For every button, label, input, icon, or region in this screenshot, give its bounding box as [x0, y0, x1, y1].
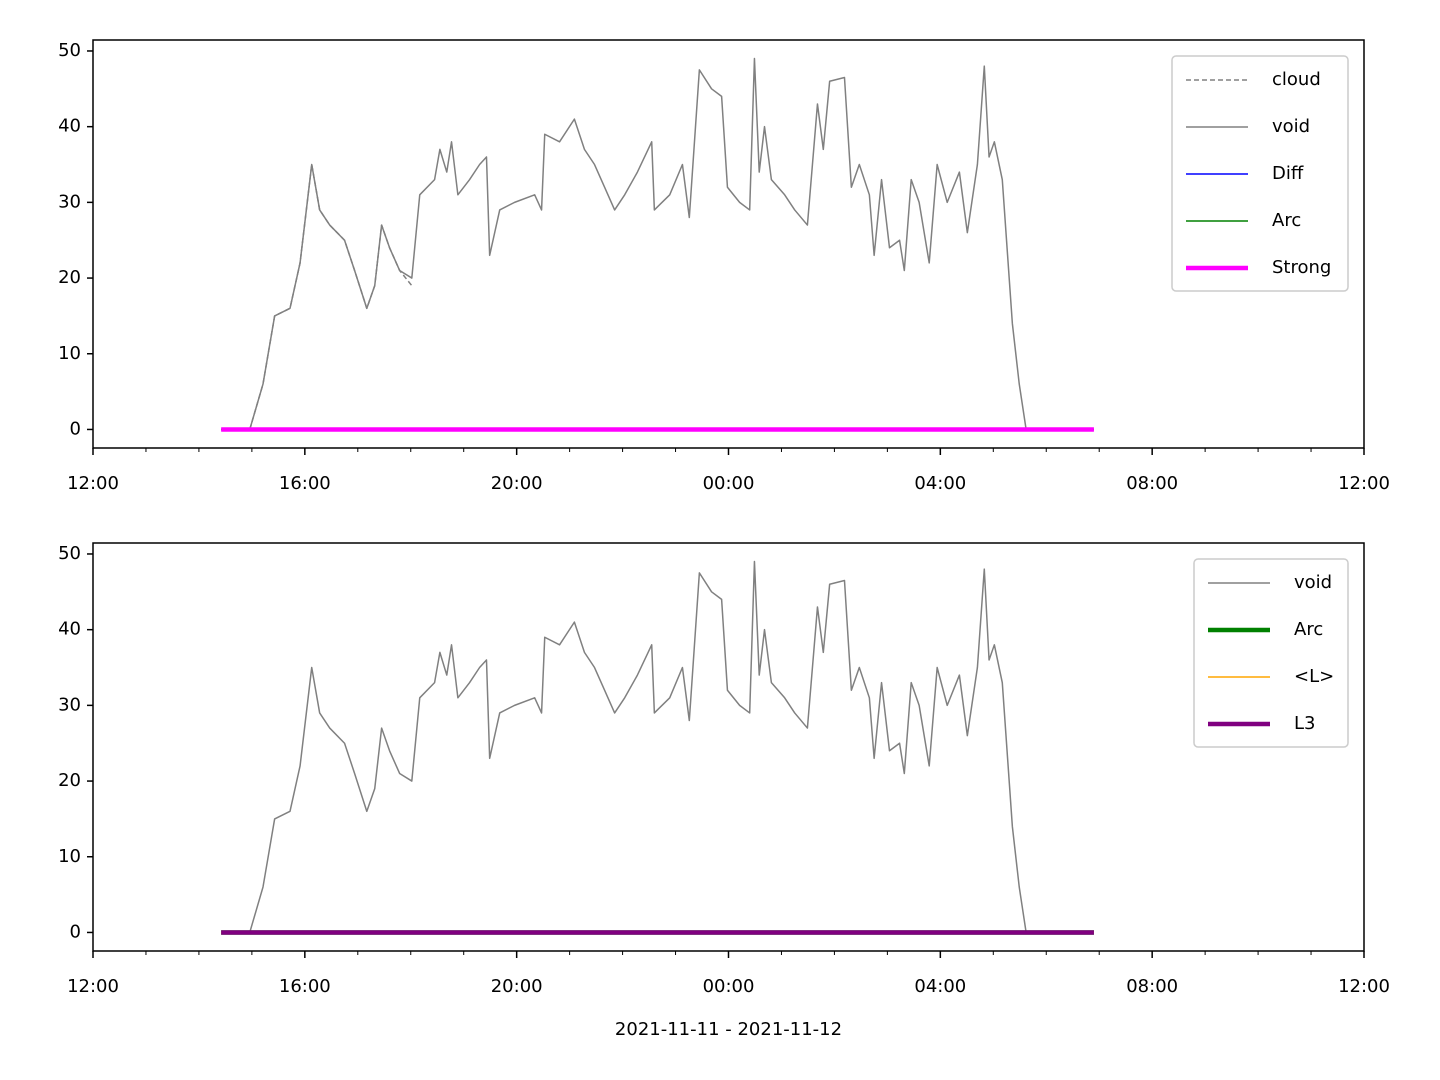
legend-label: Arc: [1272, 210, 1301, 231]
x-tick-label: 12:00: [1338, 473, 1390, 494]
x-tick-label: 04:00: [914, 976, 966, 997]
y-tick-label: 0: [70, 921, 81, 942]
data-line: [249, 163, 413, 430]
legend-label: Strong: [1272, 257, 1331, 278]
legend-box: [1171, 55, 1349, 292]
y-tick-label: 50: [58, 543, 81, 564]
legend-label: cloud: [1272, 69, 1321, 90]
x-tick-label: 12:00: [1338, 976, 1390, 997]
x-tick-label: 12:00: [67, 473, 119, 494]
data-line: [249, 560, 1027, 933]
x-tick-label: 20:00: [491, 976, 543, 997]
x-axis-label: 2021-11-11 - 2021-11-12: [615, 1019, 842, 1040]
y-tick-label: 10: [58, 846, 81, 867]
x-tick-label: 00:00: [703, 976, 755, 997]
legend: cloud void Diff Arc Strong: [1171, 55, 1349, 292]
y-tick-label: 50: [58, 40, 81, 61]
legend-label: void: [1294, 572, 1332, 593]
x-tick-label: 08:00: [1126, 473, 1178, 494]
legend-box: [1193, 558, 1349, 748]
axes-frame: [92, 542, 1365, 952]
y-tick-label: 40: [58, 619, 81, 640]
y-tick-label: 0: [70, 418, 81, 439]
x-tick-label: 00:00: [703, 473, 755, 494]
legend-label: <L>: [1294, 666, 1334, 687]
y-tick-label: 20: [58, 770, 81, 791]
y-tick-label: 30: [58, 694, 81, 715]
x-tick-label: 12:00: [67, 976, 119, 997]
axes: 0 10 20 30 40 50 12:00 16:00 20:00 00:00 04:00 08:0…: [58, 542, 1390, 1040]
legend-label: L3: [1294, 713, 1315, 734]
y-tick-label: 10: [58, 343, 81, 364]
x-tick-label: 04:00: [914, 473, 966, 494]
y-tick-label: 20: [58, 267, 81, 288]
x-tick-label: 20:00: [491, 473, 543, 494]
x-tick-label: 08:00: [1126, 976, 1178, 997]
axes: 0 10 20 30 40 50 12:00 16:00 20:00 00:00 04:00 08:0…: [58, 39, 1390, 494]
legend-label: Arc: [1294, 619, 1323, 640]
legend: void Arc <L> L3: [1193, 558, 1349, 748]
x-tick-label: 16:00: [279, 473, 331, 494]
legend-label: void: [1272, 116, 1310, 137]
y-tick-label: 40: [58, 116, 81, 137]
legend-label: Diff: [1272, 163, 1304, 184]
data-line: [249, 57, 1027, 430]
x-tick-label: 16:00: [279, 976, 331, 997]
y-tick-label: 30: [58, 191, 81, 212]
